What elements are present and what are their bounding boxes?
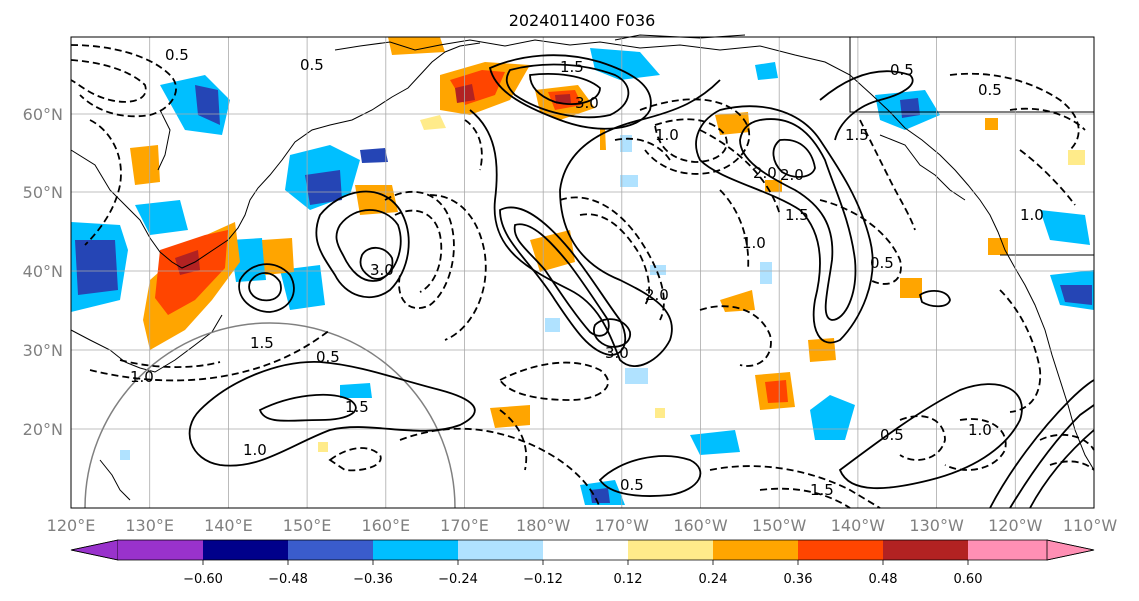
contour-label: 0.5 (300, 56, 324, 74)
colorbar-label: −0.60 (183, 572, 223, 587)
colorbar: −0.60 −0.48 −0.36 −0.24 −0.12 0.12 0.24 … (70, 539, 1095, 587)
contour-label: 2.0 (780, 166, 804, 184)
graticule (71, 37, 1094, 508)
colorbar-outline (70, 539, 1095, 561)
lon-tick-label: 130°E (125, 516, 174, 535)
lon-tick-label: 170°E (440, 516, 489, 535)
contour-label: 1.5 (845, 126, 869, 144)
range-circle (84, 322, 456, 509)
colorbar-segment (288, 540, 373, 560)
contour-label: 2.0 (753, 164, 777, 182)
contour-label: 2.0 (645, 286, 669, 304)
lon-tick-label: 140°W (831, 516, 886, 535)
colorbar-label: −0.48 (268, 572, 308, 587)
colorbar-label: 0.24 (699, 572, 728, 587)
colorbar-segment (968, 540, 1047, 560)
lon-tick-label: 110°W (1063, 516, 1118, 535)
colorbar-label: −0.12 (523, 572, 563, 587)
lon-tick-label: 150°W (752, 516, 807, 535)
contour-labels: 0.5 0.5 1.5 3.0 2.0 1.0 1.5 1.0 0.5 1.5 … (130, 46, 1044, 499)
colorbar-segment (118, 540, 203, 560)
map-title: 2024011400 F036 (509, 11, 656, 30)
map-panel: 0.5 0.5 1.5 3.0 2.0 1.0 1.5 1.0 0.5 1.5 … (70, 34, 1095, 509)
colorbar-extend-low (70, 539, 119, 561)
contour-label: 0.5 (880, 426, 904, 444)
contour-label: 1.5 (250, 334, 274, 352)
latitude-labels: 60°N 50°N 40°N 30°N 20°N (23, 105, 63, 439)
contour-label: 1.5 (345, 398, 369, 416)
contour-label: 0.5 (870, 254, 894, 272)
contour-label: 1.5 (810, 481, 834, 499)
colorbar-label: 0.48 (869, 572, 898, 587)
colorbar-label: −0.36 (353, 572, 393, 587)
contour-label: 1.5 (785, 206, 809, 224)
contour-label: 1.0 (130, 368, 154, 386)
map-frame (70, 36, 1095, 509)
contour-label: 1.5 (560, 58, 584, 76)
contour-label: 3.0 (575, 94, 599, 112)
colorbar-label: −0.24 (438, 572, 478, 587)
colorbar-label: 0.60 (954, 572, 983, 587)
contour-label: 1.0 (655, 126, 679, 144)
contour-label: 1.0 (742, 234, 766, 252)
contour-label: 0.5 (890, 61, 914, 79)
colorbar-label: 0.12 (614, 572, 643, 587)
contour-label: 3.0 (605, 344, 629, 362)
dashed-contours (70, 44, 1095, 509)
contour-label: 0.5 (165, 46, 189, 64)
lat-tick-label: 20°N (23, 420, 63, 439)
lon-tick-label: 160°W (673, 516, 728, 535)
contour-label: 1.0 (243, 441, 267, 459)
lon-tick-label: 170°W (595, 516, 650, 535)
lon-tick-label: 120°W (988, 516, 1043, 535)
blue-shading (71, 48, 1094, 505)
colorbar-segment (458, 540, 543, 560)
lat-tick-label: 30°N (23, 341, 63, 360)
lon-tick-label: 160°E (361, 516, 410, 535)
lat-tick-label: 60°N (23, 105, 63, 124)
colorbar-label: 0.36 (784, 572, 813, 587)
colorbar-extend-high (1046, 539, 1095, 561)
contour-label: 1.0 (968, 421, 992, 439)
colorbar-segment (628, 540, 713, 560)
lon-tick-label: 180°W (516, 516, 571, 535)
colorbar-segment (373, 540, 458, 560)
contour-label: 0.5 (620, 476, 644, 494)
colorbar-segment (798, 540, 883, 560)
lon-tick-label: 130°W (909, 516, 964, 535)
colorbar-ticks (202, 560, 969, 565)
colorbar-segment (883, 540, 968, 560)
lon-tick-label: 120°E (47, 516, 96, 535)
contour-label: 3.0 (370, 261, 394, 279)
lat-tick-label: 40°N (23, 262, 63, 281)
lat-tick-label: 50°N (23, 183, 63, 202)
lon-tick-label: 150°E (283, 516, 332, 535)
colorbar-segment (713, 540, 798, 560)
contour-label: 1.0 (1020, 206, 1044, 224)
navy-shading (75, 85, 1092, 503)
colorbar-segment (543, 540, 628, 560)
contour-label: 0.5 (316, 348, 340, 366)
contour-label: 0.5 (978, 81, 1002, 99)
longitude-labels: 120°E 130°E 140°E 150°E 160°E 170°E 180°… (47, 516, 1118, 535)
lon-tick-label: 140°E (204, 516, 253, 535)
colorbar-segment (203, 540, 288, 560)
